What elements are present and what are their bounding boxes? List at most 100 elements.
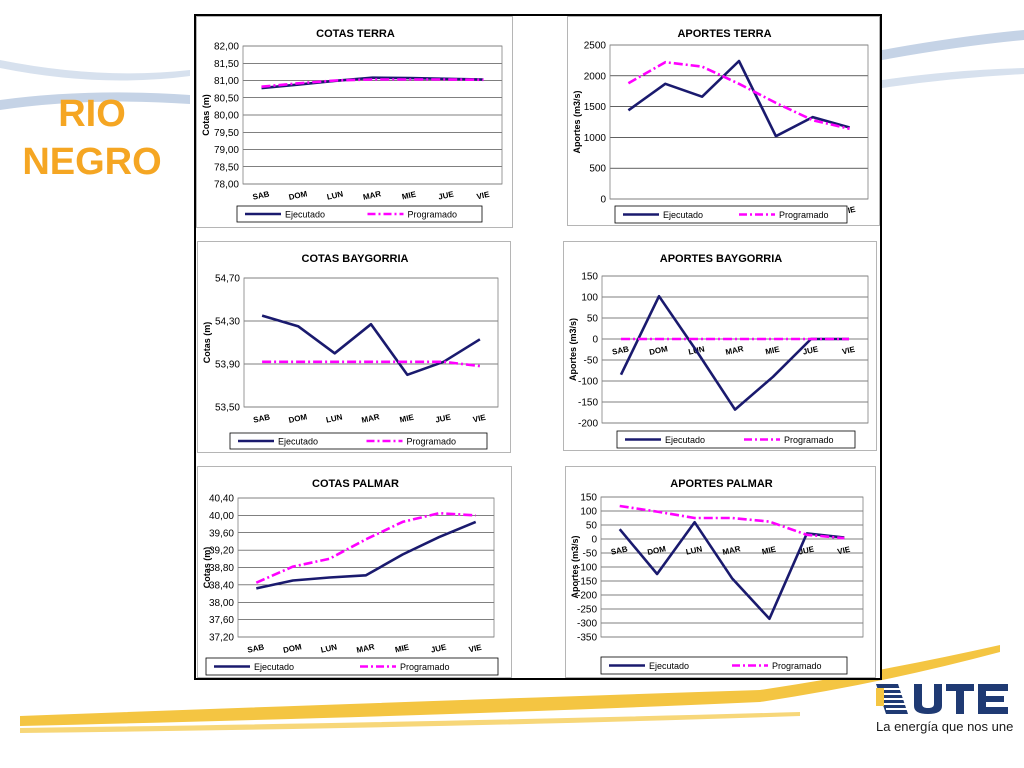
y-tick-label: 80,50 [214, 93, 239, 104]
y-tick-label: 100 [581, 293, 598, 304]
y-tick-label: 50 [586, 521, 598, 532]
y-tick-label: 1500 [584, 102, 607, 113]
x-tick-label: SAB [252, 412, 271, 424]
page-title: RIO NEGRO [12, 90, 172, 186]
legend: Ejecutado Programado [614, 205, 848, 224]
y-tick-label: 54,30 [215, 317, 240, 328]
y-tick-label: 0 [600, 195, 606, 206]
x-tick-label: JUE [435, 412, 453, 424]
x-tick-label: SAB [247, 642, 266, 654]
x-tick-label: VIE [841, 345, 856, 357]
y-axis-label: Cotas (m) [202, 322, 212, 364]
plot-area [601, 275, 869, 424]
y-tick-label: 40,00 [209, 511, 234, 522]
legend-box [205, 657, 499, 676]
y-tick-label: -100 [578, 377, 598, 388]
legend-label-ejecutado: Ejecutado [285, 210, 325, 220]
x-tick-label: JUE [798, 544, 816, 556]
y-tick-label: 81,50 [214, 59, 239, 70]
x-tick-label: SAB [252, 189, 271, 201]
y-tick-label: 100 [580, 507, 597, 518]
x-tick-label: LUN [325, 412, 343, 424]
x-tick-label: SAB [610, 544, 629, 556]
x-tick-label: MIE [401, 190, 417, 202]
y-tick-label: 81,00 [214, 76, 239, 87]
y-tick-label: 0 [592, 335, 598, 346]
yellow-swoosh [20, 645, 1000, 726]
y-tick-label: 54,70 [215, 274, 240, 285]
x-tick-label: LUN [320, 642, 338, 654]
chart-title: COTAS TERRA [316, 28, 395, 40]
x-tick-label: MAR [362, 189, 382, 202]
plot-area [237, 497, 495, 638]
x-tick-label: LUN [326, 189, 344, 201]
y-axis-label: Aportes (m3/s) [572, 90, 582, 153]
x-tick-label: MAR [356, 642, 376, 655]
x-tick-label: SAB [611, 344, 630, 356]
x-tick-label: VIE [468, 643, 483, 655]
legend-label-programado: Programado [400, 662, 450, 672]
y-tick-label: 80,00 [214, 111, 239, 122]
legend-label-ejecutado: Ejecutado [665, 435, 705, 445]
x-tick-label: JUE [802, 344, 820, 356]
legend-box [229, 432, 488, 450]
chart-cotas-terra: COTAS TERRA 78,00 78,50 79,00 79,50 80,00 80,5… [196, 16, 513, 228]
y-axis-label: Aportes (m3/s) [570, 535, 580, 598]
blue-swoosh-left-2 [0, 60, 190, 81]
y-tick-label: 53,90 [215, 360, 240, 371]
y-tick-label: 150 [580, 493, 597, 504]
x-tick-label: MIE [399, 413, 415, 425]
y-tick-label: -300 [577, 619, 597, 630]
y-axis-label: Aportes (m3/s) [568, 318, 578, 381]
y-tick-label: -200 [578, 419, 598, 430]
x-tick-label: DOM [648, 344, 668, 357]
legend-label-programado: Programado [408, 210, 458, 220]
blue-swoosh-left [0, 92, 190, 110]
y-tick-label: 39,20 [209, 546, 234, 557]
plot-area [242, 45, 503, 185]
chart-cotas-baygorria: COTAS BAYGORRIA 53,50 53,90 54,30 54,70 SAB DO… [197, 241, 511, 453]
y-tick-label: 39,60 [209, 528, 234, 539]
legend: Ejecutado Programado [600, 656, 848, 675]
x-tick-label: MAR [361, 412, 381, 425]
x-tick-label: DOM [288, 189, 308, 202]
legend-label-ejecutado: Ejecutado [254, 662, 294, 672]
title-line-1: RIO [58, 93, 126, 135]
y-tick-label: 78,00 [214, 180, 239, 191]
legend: Ejecutado Programado [236, 205, 483, 223]
legend: Ejecutado Programado [229, 432, 488, 450]
y-tick-label: 150 [581, 272, 598, 283]
y-tick-label: 1000 [584, 133, 607, 144]
x-tick-label: MIE [765, 345, 781, 357]
legend-box [616, 430, 856, 449]
y-tick-label: -50 [583, 549, 598, 560]
y-tick-label: 500 [589, 164, 606, 175]
chart-title: APORTES PALMAR [670, 478, 773, 490]
y-tick-label: 38,40 [209, 580, 234, 591]
series-line-ejecutado [256, 520, 477, 590]
legend-label-ejecutado: Ejecutado [663, 210, 703, 220]
series-line-ejecutado [618, 520, 845, 621]
legend-label-programado: Programado [779, 210, 829, 220]
chart-title: COTAS BAYGORRIA [302, 253, 409, 265]
y-tick-label: 38,00 [209, 598, 234, 609]
legend-label-ejecutado: Ejecutado [278, 437, 318, 447]
series-line-programado [255, 511, 476, 584]
y-tick-label: -350 [577, 633, 597, 644]
y-tick-label: 79,00 [214, 145, 239, 156]
y-tick-label: 50 [587, 314, 599, 325]
chart-title: APORTES BAYGORRIA [660, 253, 783, 265]
y-tick-label: -200 [577, 591, 597, 602]
y-tick-label: -150 [577, 577, 597, 588]
blue-swoosh-right-2 [882, 68, 1024, 88]
plot-area [609, 44, 869, 200]
y-tick-label: -250 [577, 605, 597, 616]
series-line-programado [262, 360, 481, 368]
legend-label-programado: Programado [772, 661, 822, 671]
legend-label-programado: Programado [784, 435, 834, 445]
legend-label-ejecutado: Ejecutado [649, 661, 689, 671]
series-line-programado [619, 504, 845, 540]
y-tick-label: 79,50 [214, 128, 239, 139]
x-tick-label: DOM [282, 642, 302, 655]
